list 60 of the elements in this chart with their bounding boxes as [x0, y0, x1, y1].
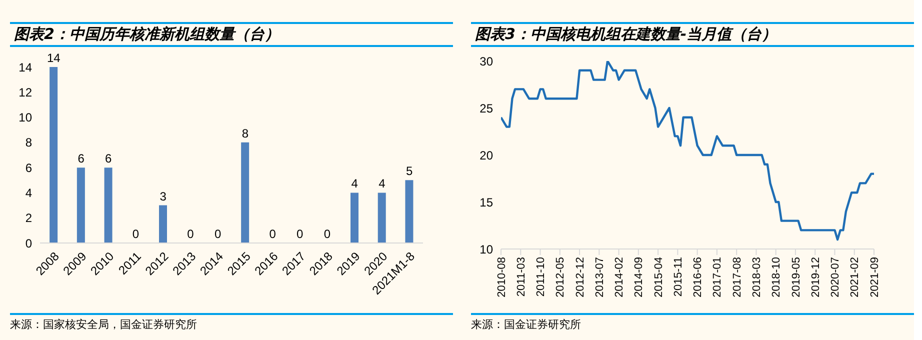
y-tick-label: 2 [25, 211, 32, 226]
bar [350, 192, 359, 243]
bar [405, 180, 414, 243]
x-tick-label: 2019-05 [790, 257, 802, 298]
data-label: 6 [105, 152, 112, 166]
source-note: 来源：国家核安全局，国金证券研究所 [10, 318, 198, 332]
data-label: 0 [187, 227, 194, 241]
x-tick-label: 2017-08 [731, 257, 744, 298]
y-tick-label: 15 [480, 195, 494, 210]
data-label: 8 [242, 126, 249, 140]
y-tick-label: 25 [480, 101, 494, 116]
y-tick-label: 30 [480, 54, 494, 68]
y-tick-label: 6 [25, 160, 32, 175]
bar [159, 205, 168, 243]
chart-title: 图表2：中国历年核准新机组数量（台） [10, 22, 453, 47]
x-tick-label: 2018-10 [770, 257, 783, 298]
chart-title: 图表3：中国核电机组在建数量-当月值（台） [471, 22, 914, 47]
y-tick-label: 10 [18, 110, 32, 125]
bar [378, 192, 386, 243]
x-tick-label: 2018-03 [751, 257, 764, 298]
data-label: 0 [132, 227, 140, 241]
bar [76, 168, 85, 243]
data-label: 5 [406, 164, 413, 178]
bar [50, 67, 58, 243]
y-tick-label: 14 [18, 60, 32, 74]
x-tick-label: 2021-02 [849, 257, 862, 298]
line-series [501, 61, 874, 241]
data-label: 4 [378, 176, 386, 191]
x-tick-label: 2013-07 [594, 257, 606, 298]
y-tick-label: 4 [25, 186, 32, 200]
x-tick-label: 2011-10 [535, 257, 548, 297]
data-label: 0 [269, 227, 276, 241]
x-tick-label: 2011-03 [515, 257, 528, 297]
bar [241, 142, 250, 243]
x-tick-label: 2014-09 [633, 257, 646, 298]
data-label: 0 [296, 227, 304, 241]
x-tick-label: 2012-12 [574, 257, 586, 298]
y-tick-label: 8 [25, 136, 32, 150]
y-tick-label: 12 [18, 85, 32, 100]
data-label: 4 [351, 176, 358, 191]
data-label: 6 [78, 152, 85, 166]
x-tick-label: 2014-02 [614, 257, 626, 298]
x-tick-label: 2012-05 [554, 257, 567, 298]
source-note: 来源：国金证券研究所 [471, 318, 582, 332]
data-label: 0 [324, 227, 331, 241]
data-label: 14 [47, 51, 61, 65]
x-tick-label: 2016-06 [692, 257, 704, 298]
data-label: 0 [214, 227, 222, 241]
data-label: 3 [160, 189, 167, 204]
y-tick-label: 20 [480, 148, 494, 162]
x-tick-label: 2019-12 [810, 257, 822, 298]
bar [104, 168, 112, 243]
x-tick-label: 2015-11 [672, 257, 684, 297]
x-tick-label: 2015-04 [652, 257, 665, 298]
y-tick-label: 0 [25, 236, 32, 250]
x-tick-label: 2021-09 [868, 257, 881, 298]
x-tick-label: 2020-07 [830, 257, 842, 298]
y-tick-label: 10 [480, 242, 494, 256]
x-tick-label: 2010-08 [496, 257, 508, 298]
x-tick-label: 2017-01 [712, 257, 724, 298]
